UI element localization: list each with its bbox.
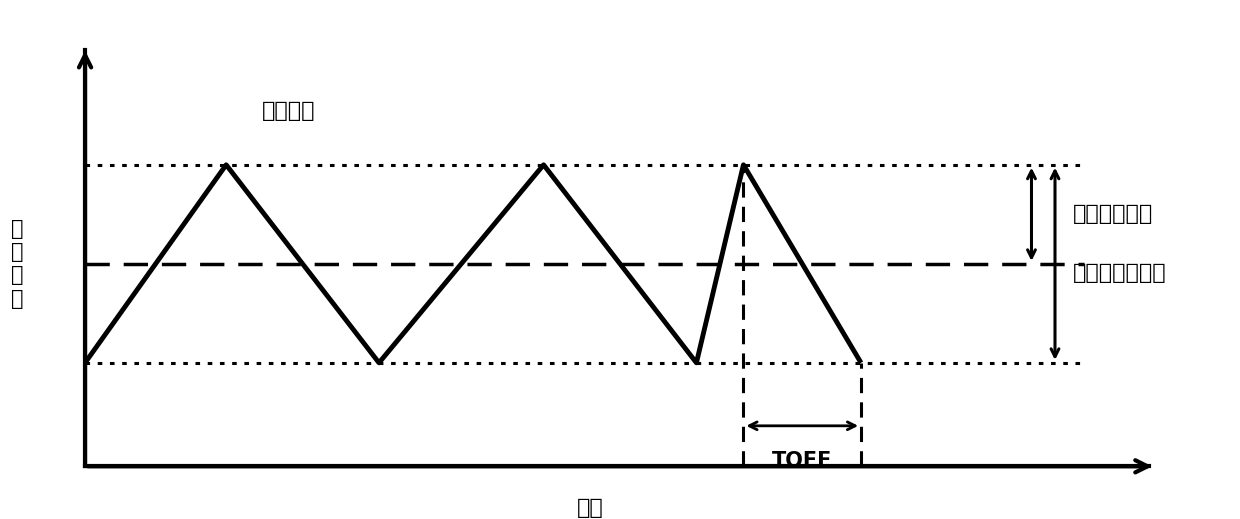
Text: 时间: 时间 (578, 498, 604, 518)
Text: 输
出
电
流: 输 出 电 流 (11, 219, 24, 309)
Text: 输出平均电流: 输出平均电流 (1073, 204, 1153, 224)
Text: 输出峰峰値电流: 输出峰峰値电流 (1073, 263, 1167, 283)
Text: 峰値电流: 峰値电流 (262, 101, 315, 121)
Text: TOFF: TOFF (773, 450, 832, 471)
